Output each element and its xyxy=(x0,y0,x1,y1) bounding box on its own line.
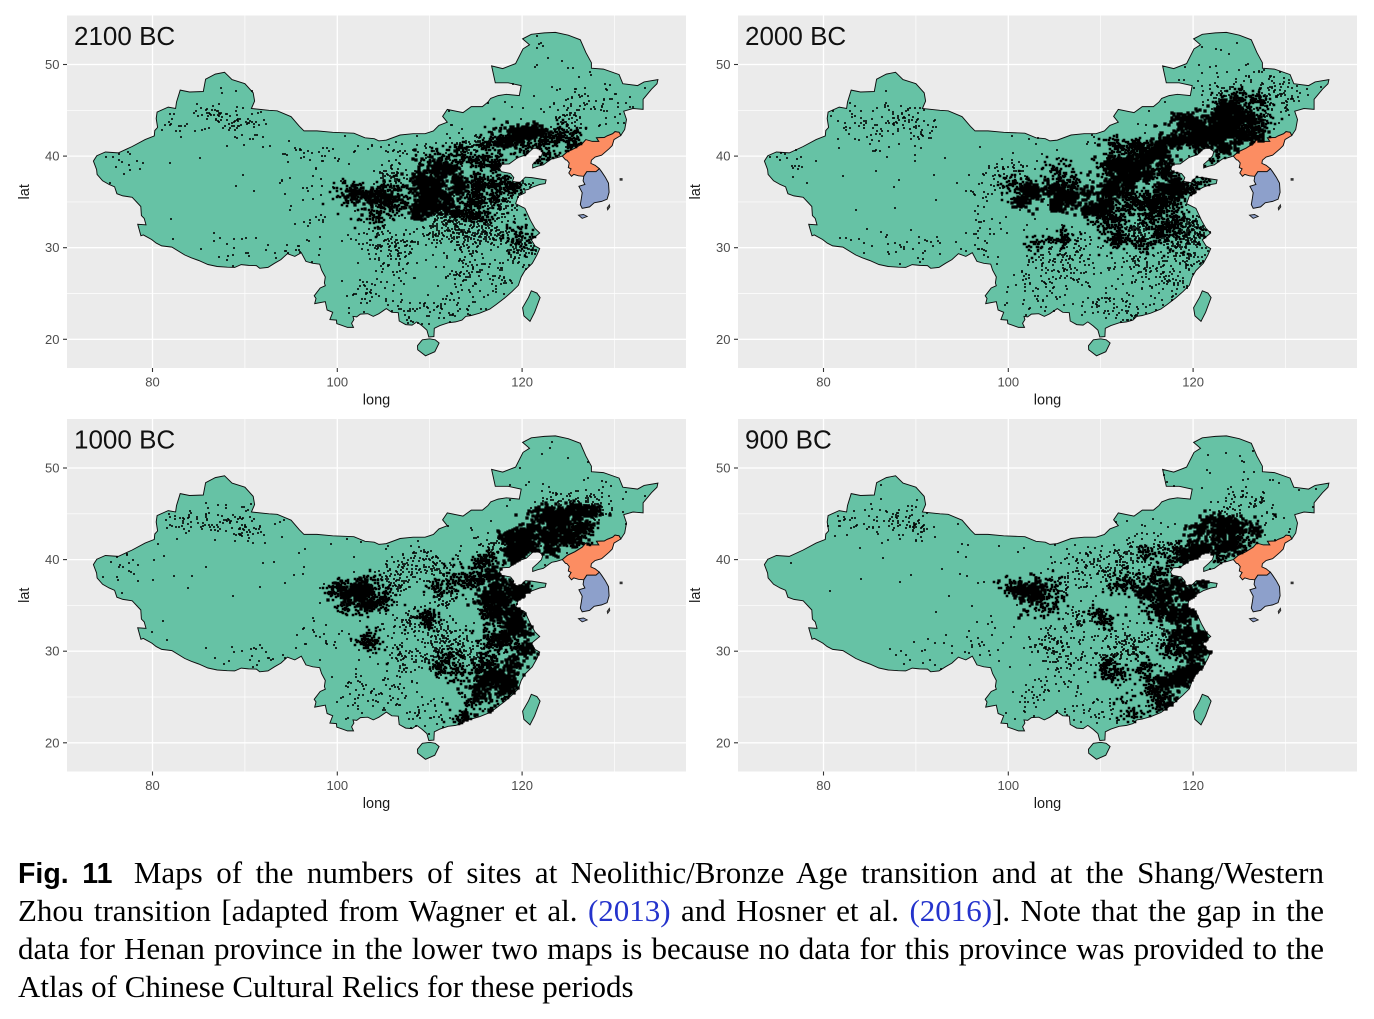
svg-text:2100 BC: 2100 BC xyxy=(74,21,175,51)
svg-text:long: long xyxy=(1034,796,1061,812)
svg-text:100: 100 xyxy=(326,778,348,793)
svg-text:2000 BC: 2000 BC xyxy=(745,21,846,51)
svg-text:120: 120 xyxy=(1182,375,1204,390)
svg-text:80: 80 xyxy=(145,375,159,390)
svg-text:80: 80 xyxy=(816,375,830,390)
svg-text:lat: lat xyxy=(688,184,704,199)
svg-text:50: 50 xyxy=(45,461,59,476)
svg-text:40: 40 xyxy=(716,552,730,567)
svg-text:80: 80 xyxy=(816,778,830,793)
svg-text:80: 80 xyxy=(145,778,159,793)
svg-text:30: 30 xyxy=(716,240,730,255)
svg-text:100: 100 xyxy=(997,375,1019,390)
svg-text:lat: lat xyxy=(688,588,704,603)
svg-text:long: long xyxy=(1034,393,1061,409)
svg-text:900 BC: 900 BC xyxy=(745,425,832,455)
svg-text:120: 120 xyxy=(1182,778,1204,793)
svg-text:100: 100 xyxy=(997,778,1019,793)
svg-text:20: 20 xyxy=(716,735,730,750)
svg-text:20: 20 xyxy=(716,332,730,347)
svg-text:20: 20 xyxy=(45,332,59,347)
svg-text:30: 30 xyxy=(45,644,59,659)
svg-text:30: 30 xyxy=(45,240,59,255)
svg-text:40: 40 xyxy=(45,149,59,164)
svg-text:50: 50 xyxy=(716,57,730,72)
svg-text:long: long xyxy=(363,796,390,812)
svg-text:40: 40 xyxy=(716,149,730,164)
svg-text:120: 120 xyxy=(511,778,533,793)
svg-text:long: long xyxy=(363,393,390,409)
svg-text:120: 120 xyxy=(511,375,533,390)
svg-text:100: 100 xyxy=(326,375,348,390)
svg-text:40: 40 xyxy=(45,552,59,567)
svg-text:lat: lat xyxy=(17,588,33,603)
svg-text:lat: lat xyxy=(17,184,33,199)
svg-text:50: 50 xyxy=(716,461,730,476)
svg-text:20: 20 xyxy=(45,735,59,750)
svg-text:30: 30 xyxy=(716,644,730,659)
svg-text:1000 BC: 1000 BC xyxy=(74,425,175,455)
svg-text:50: 50 xyxy=(45,57,59,72)
